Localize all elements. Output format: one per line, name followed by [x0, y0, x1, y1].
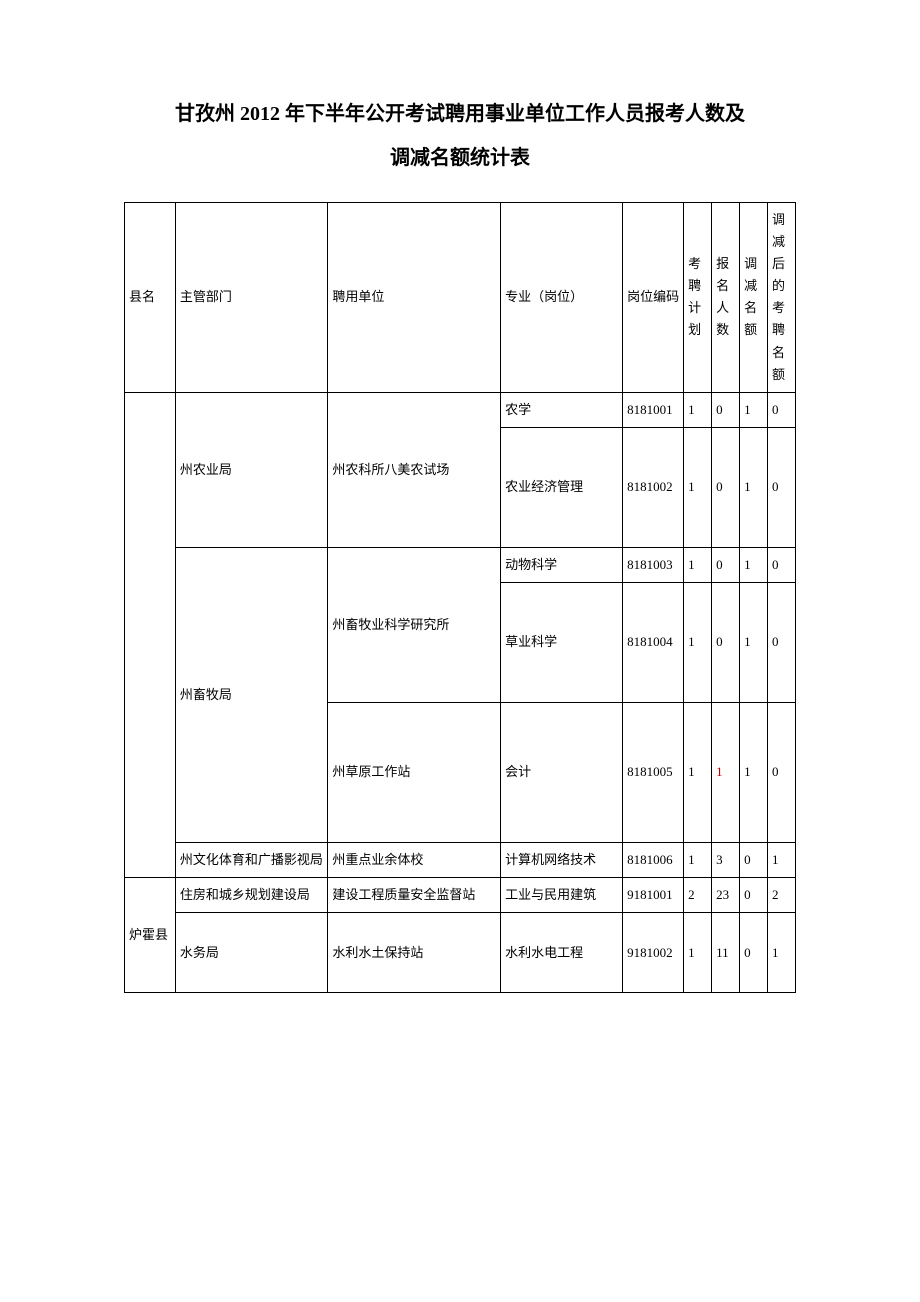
cell-reduce: 0	[740, 913, 768, 993]
cell-plan: 1	[684, 392, 712, 427]
cell-unit: 水利水土保持站	[328, 913, 501, 993]
cell-unit: 州农科所八美农试场	[328, 392, 501, 547]
cell-plan: 1	[684, 582, 712, 702]
cell-applicants: 1	[712, 702, 740, 842]
cell-dept: 水务局	[175, 913, 328, 993]
cell-major: 动物科学	[501, 547, 623, 582]
cell-plan: 1	[684, 913, 712, 993]
cell-major: 工业与民用建筑	[501, 878, 623, 913]
table-row: 州文化体育和广播影视局 州重点业余体校 计算机网络技术 8181006 1 3 …	[125, 842, 796, 877]
cell-code: 9181001	[623, 878, 684, 913]
header-plan: 考聘计划	[684, 203, 712, 393]
cell-dept: 州农业局	[175, 392, 328, 547]
cell-unit: 州重点业余体校	[328, 842, 501, 877]
cell-county	[125, 392, 176, 877]
cell-code: 8181002	[623, 427, 684, 547]
cell-code: 8181005	[623, 702, 684, 842]
cell-unit: 州草原工作站	[328, 702, 501, 842]
cell-code: 8181001	[623, 392, 684, 427]
title-container: 甘孜州 2012 年下半年公开考试聘用事业单位工作人员报考人数及 调减名额统计表	[124, 94, 796, 178]
cell-dept: 住房和城乡规划建设局	[175, 878, 328, 913]
cell-applicants: 0	[712, 427, 740, 547]
cell-after: 0	[768, 427, 796, 547]
cell-reduce: 1	[740, 427, 768, 547]
cell-after: 1	[768, 842, 796, 877]
header-major: 专业（岗位）	[501, 203, 623, 393]
statistics-table: 县名 主管部门 聘用单位 专业（岗位） 岗位编码 考聘计划 报名人数 调减名额 …	[124, 202, 796, 993]
cell-plan: 1	[684, 702, 712, 842]
cell-plan: 2	[684, 878, 712, 913]
cell-applicants: 23	[712, 878, 740, 913]
cell-major: 计算机网络技术	[501, 842, 623, 877]
cell-unit: 建设工程质量安全监督站	[328, 878, 501, 913]
cell-major: 会计	[501, 702, 623, 842]
header-applicants: 报名人数	[712, 203, 740, 393]
cell-after: 2	[768, 878, 796, 913]
header-after: 调减后的考聘名额	[768, 203, 796, 393]
title-line1: 甘孜州 2012 年下半年公开考试聘用事业单位工作人员报考人数及	[124, 94, 796, 134]
table-row: 水务局 水利水土保持站 水利水电工程 9181002 1 11 0 1	[125, 913, 796, 993]
header-row: 县名 主管部门 聘用单位 专业（岗位） 岗位编码 考聘计划 报名人数 调减名额 …	[125, 203, 796, 393]
cell-major: 草业科学	[501, 582, 623, 702]
cell-unit: 州畜牧业科学研究所	[328, 547, 501, 702]
cell-major: 农学	[501, 392, 623, 427]
cell-reduce: 1	[740, 392, 768, 427]
header-county: 县名	[125, 203, 176, 393]
cell-reduce: 1	[740, 547, 768, 582]
cell-after: 0	[768, 582, 796, 702]
cell-dept: 州文化体育和广播影视局	[175, 842, 328, 877]
table-row: 州农业局 州农科所八美农试场 农学 8181001 1 0 1 0	[125, 392, 796, 427]
cell-after: 0	[768, 702, 796, 842]
cell-reduce: 0	[740, 878, 768, 913]
cell-code: 9181002	[623, 913, 684, 993]
cell-code: 8181003	[623, 547, 684, 582]
cell-reduce: 1	[740, 702, 768, 842]
cell-plan: 1	[684, 427, 712, 547]
cell-code: 8181004	[623, 582, 684, 702]
cell-applicants: 3	[712, 842, 740, 877]
cell-applicants: 0	[712, 392, 740, 427]
title-line2: 调减名额统计表	[124, 138, 796, 178]
cell-dept: 州畜牧局	[175, 547, 328, 842]
cell-applicants: 0	[712, 547, 740, 582]
table-row: 州畜牧局 州畜牧业科学研究所 动物科学 8181003 1 0 1 0	[125, 547, 796, 582]
cell-major: 农业经济管理	[501, 427, 623, 547]
cell-plan: 1	[684, 842, 712, 877]
cell-applicants: 11	[712, 913, 740, 993]
header-unit: 聘用单位	[328, 203, 501, 393]
header-dept: 主管部门	[175, 203, 328, 393]
cell-reduce: 0	[740, 842, 768, 877]
cell-after: 1	[768, 913, 796, 993]
cell-major: 水利水电工程	[501, 913, 623, 993]
table-row: 炉霍县 住房和城乡规划建设局 建设工程质量安全监督站 工业与民用建筑 91810…	[125, 878, 796, 913]
header-code: 岗位编码	[623, 203, 684, 393]
cell-after: 0	[768, 547, 796, 582]
cell-plan: 1	[684, 547, 712, 582]
cell-reduce: 1	[740, 582, 768, 702]
cell-after: 0	[768, 392, 796, 427]
cell-county: 炉霍县	[125, 878, 176, 993]
header-reduce: 调减名额	[740, 203, 768, 393]
cell-applicants: 0	[712, 582, 740, 702]
cell-code: 8181006	[623, 842, 684, 877]
